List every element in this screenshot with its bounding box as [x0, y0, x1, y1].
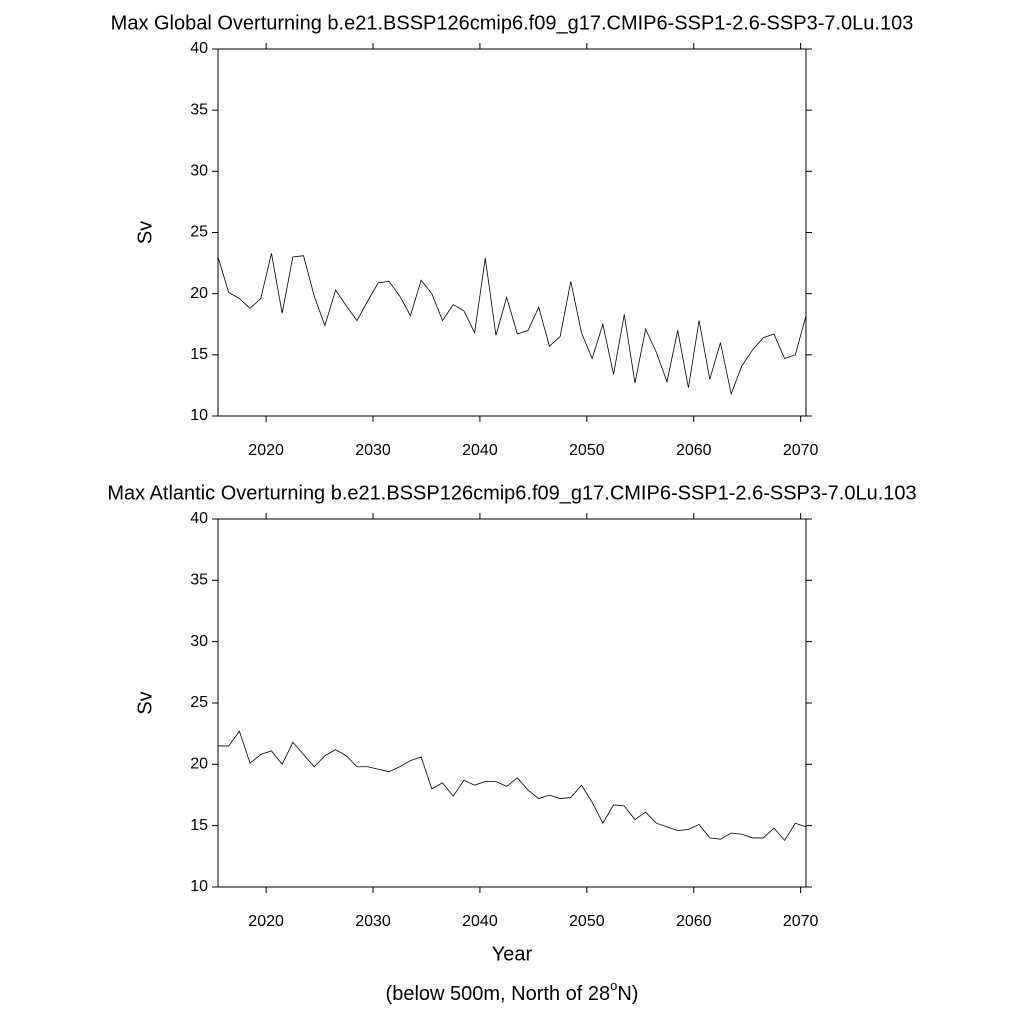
x-tick-label: 2060	[676, 442, 712, 459]
y-tick-label: 35	[190, 572, 208, 589]
x-tick-label: 2020	[248, 913, 284, 930]
y-tick-label: 10	[190, 878, 208, 895]
y-tick-label: 25	[190, 694, 208, 711]
chart-title: Max Atlantic Overturning b.e21.BSSP126cm…	[107, 482, 916, 504]
y-tick-label: 15	[190, 346, 208, 363]
y-axis-label: Sv	[134, 691, 156, 714]
x-tick-label: 2020	[248, 442, 284, 459]
y-tick-label: 20	[190, 756, 208, 773]
x-tick-label: 2060	[676, 913, 712, 930]
y-tick-label: 30	[190, 633, 208, 650]
plot-frame	[217, 518, 807, 888]
chart-title: Max Global Overturning b.e21.BSSP126cmip…	[111, 12, 914, 34]
y-tick-label: 15	[190, 817, 208, 834]
y-tick-label: 10	[190, 407, 208, 424]
footnote-superscript: o	[610, 978, 617, 993]
y-tick-label: 30	[190, 163, 208, 180]
y-axis-label: Sv	[134, 221, 156, 244]
y-tick-label: 40	[190, 510, 208, 527]
x-tick-label: 2050	[569, 442, 605, 459]
y-tick-label: 40	[190, 40, 208, 57]
y-tick-label: 20	[190, 285, 208, 302]
x-tick-label: 2070	[783, 913, 819, 930]
x-tick-label: 2030	[355, 442, 391, 459]
x-tick-label: 2070	[783, 442, 819, 459]
x-tick-label: 2030	[355, 913, 391, 930]
x-tick-label: 2040	[462, 442, 498, 459]
footnote: (below 500m, North of 28oN)	[386, 978, 639, 1005]
footnote-text: (below 500m, North of 28	[386, 983, 611, 1005]
x-tick-label: 2050	[569, 913, 605, 930]
data-line	[217, 253, 807, 396]
x-tick-label: 2040	[462, 913, 498, 930]
data-line	[218, 730, 807, 842]
footnote-after: N)	[617, 983, 638, 1005]
plot-frame	[217, 48, 807, 417]
y-tick-label: 35	[190, 101, 208, 118]
y-tick-label: 25	[190, 224, 208, 241]
x-axis-label: Year	[492, 943, 533, 965]
